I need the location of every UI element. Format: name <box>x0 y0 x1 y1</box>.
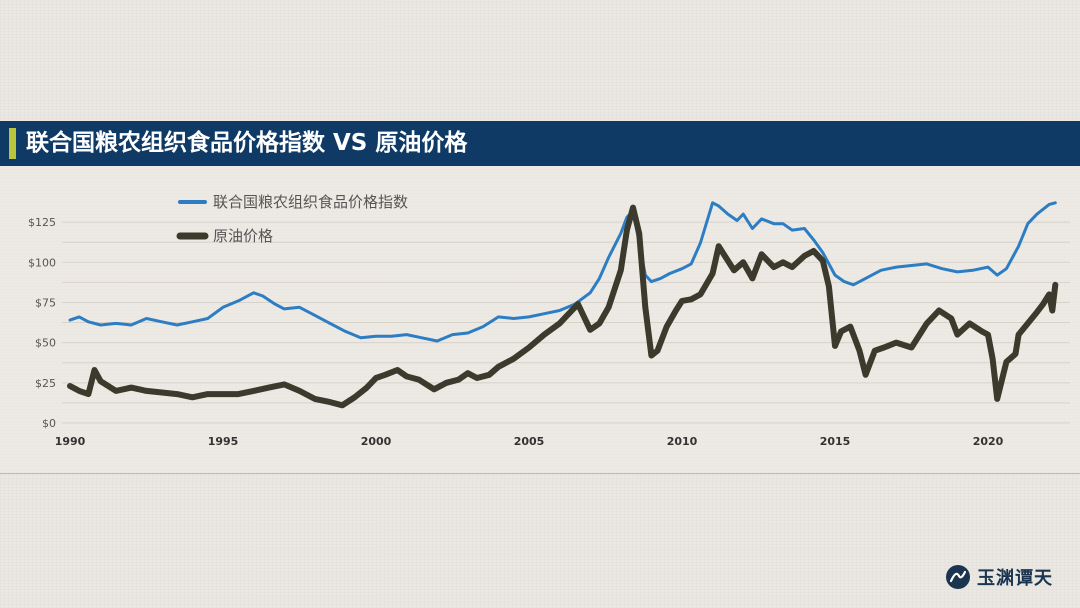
series-lines <box>67 201 1059 409</box>
y-tick-label: $75 <box>35 296 56 309</box>
y-tick-label: $125 <box>28 216 56 229</box>
chart-title: 联合国粮农组织食品价格指数 VS 原油价格 <box>26 130 468 156</box>
x-tick-label: 2015 <box>820 435 851 448</box>
line-chart: $0 $25 $50 $75 $100 $125 1990 1995 2000 2005 2010 2… <box>28 193 1070 448</box>
legend-label: 联合国粮农组织食品价格指数 <box>213 193 408 211</box>
x-tick-label: 2010 <box>667 435 698 448</box>
title-bar: 联合国粮农组织食品价格指数 VS 原油价格 <box>0 121 1080 166</box>
x-tick-label: 1990 <box>55 435 86 448</box>
y-tick-label: $100 <box>28 256 56 269</box>
y-tick-label: $50 <box>35 337 56 350</box>
watermark-text: 玉渊谭天 <box>977 568 1053 589</box>
title-accent <box>9 128 16 159</box>
chart-panel: $0 $25 $50 $75 $100 $125 1990 1995 2000 2005 2010 2… <box>0 166 1080 474</box>
x-tick-label: 2005 <box>514 435 545 448</box>
y-tick-label: $25 <box>35 377 56 390</box>
x-tick-label: 2020 <box>973 435 1004 448</box>
y-tick-label: $0 <box>42 417 56 430</box>
crude-oil-line <box>67 204 1059 409</box>
x-tick-label: 1995 <box>208 435 239 448</box>
watermark: 玉渊谭天 <box>945 562 1053 592</box>
axis-labels: $0 $25 $50 $75 $100 $125 1990 1995 2000 2005 2010 2… <box>28 216 1004 448</box>
x-tick-label: 2000 <box>361 435 392 448</box>
brand-logo-icon <box>946 565 970 589</box>
legend-label: 原油价格 <box>213 227 273 245</box>
grid-lines <box>62 221 1070 424</box>
